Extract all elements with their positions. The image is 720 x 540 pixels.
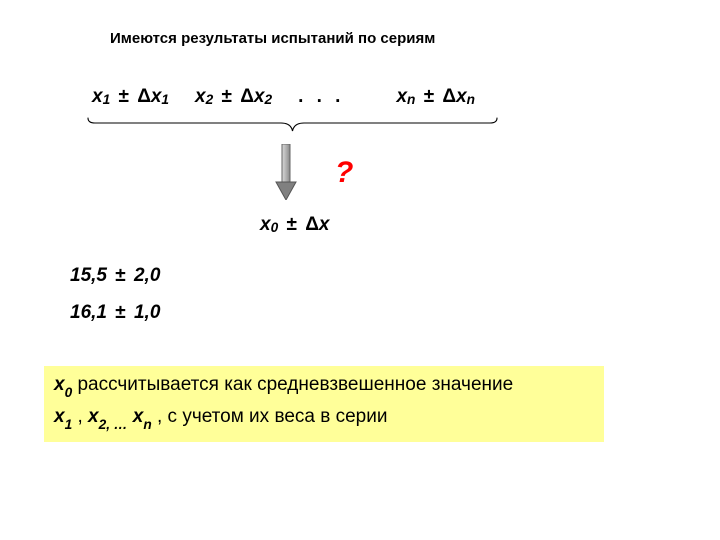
slide-title: Имеются результаты испытаний по сериям <box>110 30 435 47</box>
sample-value-1: 15,5 ± 2,0 <box>70 265 160 287</box>
series-row: x1 ± Δx1x2 ± Δx2. . .xn ± Δxn <box>92 86 475 108</box>
explanation-line-2: x1 , x2, … xn , с учетом их веса в серии <box>54 406 594 430</box>
question-mark: ? <box>335 156 353 190</box>
explanation-box: x0 рассчитывается как средневзвешенное з… <box>44 366 604 442</box>
result-expression: x0 ± Δx <box>260 214 329 236</box>
down-arrow <box>272 144 300 200</box>
curly-brace <box>85 117 500 141</box>
explanation-line-1: x0 рассчитывается как средневзвешенное з… <box>54 374 594 398</box>
sample-value-2: 16,1 ± 1,0 <box>70 302 160 324</box>
